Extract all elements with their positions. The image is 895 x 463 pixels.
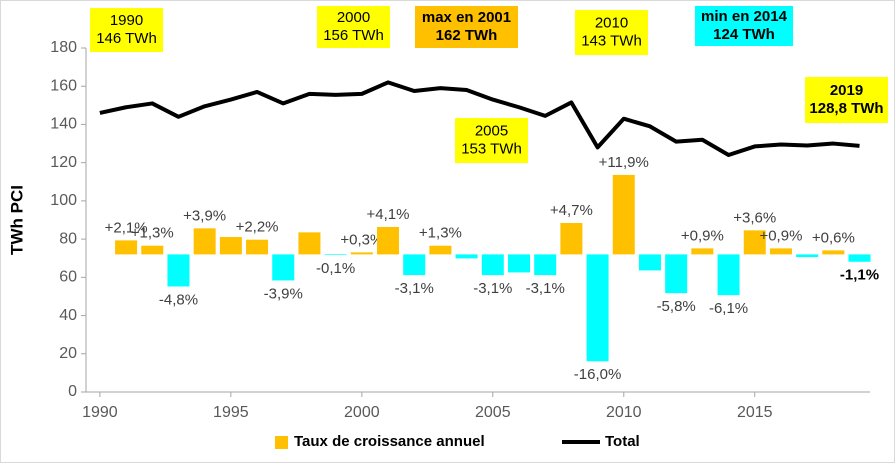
y-tick-label: 160: [50, 77, 77, 94]
bar: [481, 254, 504, 276]
bar: [743, 230, 766, 255]
data-label: +2,2%: [236, 219, 279, 236]
data-label: -3,1%: [395, 280, 434, 297]
data-label: -3,1%: [526, 280, 565, 297]
y-tick-label: 80: [59, 230, 77, 247]
x-tick-label: 1990: [82, 404, 118, 421]
legend-label: Taux de croissance annuel: [294, 433, 485, 450]
bar: [560, 223, 583, 255]
bar: [717, 254, 740, 296]
bar: [822, 250, 845, 255]
data-label: -3,1%: [473, 280, 512, 297]
y-tick-label: 100: [50, 192, 77, 209]
data-label: +0,9%: [681, 227, 724, 244]
line: [99, 80, 860, 158]
annotation-text: 153 TWh: [461, 140, 522, 157]
annotation-box: [90, 8, 163, 52]
bar: [167, 254, 190, 287]
annotation-box: [695, 6, 793, 46]
annotation-text: 2019: [830, 82, 863, 99]
annotation-text: 128,8 TWh: [809, 100, 883, 117]
annotation-box: [575, 10, 648, 55]
x-tick-label: 1995: [213, 404, 249, 421]
bar: [403, 254, 426, 276]
y-tick-label: 20: [59, 345, 77, 362]
data-label: +3,9%: [183, 207, 226, 224]
data-label: -5,8%: [657, 298, 696, 315]
x-tick-label: 2000: [344, 404, 380, 421]
bar: [246, 239, 269, 255]
y-tick-label: 60: [59, 269, 77, 286]
annotation-text: 2010: [595, 14, 628, 31]
x-tick-label: 2015: [737, 404, 773, 421]
data-label: -6,1%: [709, 300, 748, 317]
bar: [219, 237, 242, 255]
data-label: +0,6%: [812, 229, 855, 246]
bar: [507, 254, 530, 273]
bar: [848, 254, 871, 262]
bar: [769, 248, 792, 255]
y-tick-label: 120: [50, 154, 77, 171]
bar: [324, 254, 347, 256]
annotation-text: 2000: [337, 9, 370, 26]
data-label: +1,3%: [419, 225, 462, 242]
bar: [455, 254, 478, 259]
bar: [586, 254, 609, 362]
bar: [612, 174, 635, 255]
data-label: +4,7%: [550, 202, 593, 219]
y-axis-label: TWh PCI: [7, 185, 26, 255]
legend-label: Total: [605, 433, 640, 450]
bar: [115, 240, 138, 255]
annotation-text: 156 TWh: [323, 27, 384, 44]
data-label: -0,1%: [316, 260, 355, 277]
y-tick-label: 140: [50, 116, 77, 133]
bar: [298, 232, 321, 255]
bar: [350, 252, 373, 255]
annotation-box: [805, 77, 888, 123]
legend-swatch: [275, 436, 288, 449]
bar: [638, 254, 661, 271]
data-label: +2,1%: [105, 219, 148, 236]
x-tick-label: 2010: [606, 404, 642, 421]
bar: [377, 227, 400, 255]
annotation-text: max en 2001: [422, 9, 511, 26]
data-label: -16,0%: [574, 366, 622, 383]
annotation-text: 1990: [110, 12, 143, 29]
annotation-text: 124 TWh: [713, 26, 775, 43]
bar: [691, 248, 714, 255]
annotation-box: [455, 118, 528, 163]
y-tick-label: 180: [50, 39, 77, 56]
data-label: +4,1%: [367, 206, 410, 223]
data-label: +0,9%: [759, 227, 802, 244]
bar: [141, 245, 164, 255]
bar: [429, 245, 452, 255]
bar: [665, 254, 688, 294]
annotation-text: 143 TWh: [581, 32, 642, 49]
annotation-box: [317, 6, 390, 48]
annotation-text: 2005: [475, 122, 508, 139]
bar: [796, 254, 819, 258]
data-label: +0,3%: [340, 231, 383, 248]
bar: [534, 254, 557, 276]
annotation-text: min en 2014: [701, 8, 788, 25]
x-tick-label: 2005: [475, 404, 511, 421]
y-tick-label: 0: [68, 383, 77, 400]
data-label: +1,3%: [131, 225, 174, 242]
annotation-text: 146 TWh: [96, 30, 157, 47]
data-label: -4,8%: [159, 291, 198, 308]
data-label: +3,6%: [733, 209, 776, 226]
data-label: -1,1%: [840, 267, 879, 284]
data-label: -3,9%: [264, 285, 303, 302]
data-label: +11,9%: [599, 154, 649, 171]
bar: [272, 254, 295, 281]
annotation-box: [415, 6, 518, 48]
annotation-text: 162 TWh: [436, 27, 498, 44]
y-tick-label: 40: [59, 307, 77, 324]
bar: [193, 228, 216, 255]
